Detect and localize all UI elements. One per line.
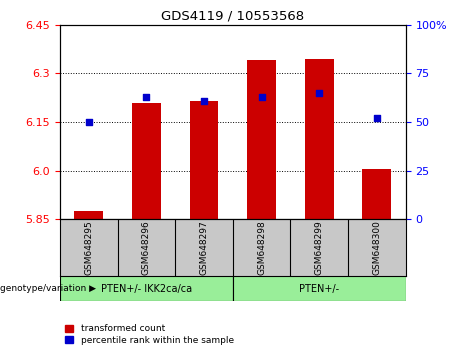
Text: genotype/variation ▶: genotype/variation ▶ <box>0 284 96 293</box>
Text: GSM648300: GSM648300 <box>372 220 381 275</box>
Bar <box>132 103 161 219</box>
Point <box>142 94 150 100</box>
Legend: transformed count, percentile rank within the sample: transformed count, percentile rank withi… <box>65 324 235 346</box>
Point <box>85 119 92 125</box>
Point <box>373 115 381 121</box>
Text: PTEN+/- IKK2ca/ca: PTEN+/- IKK2ca/ca <box>101 284 192 293</box>
Point <box>258 94 266 100</box>
Bar <box>74 211 103 219</box>
Bar <box>247 61 276 219</box>
Bar <box>189 101 219 219</box>
Text: GSM648295: GSM648295 <box>84 221 93 275</box>
Bar <box>362 169 391 219</box>
Text: GSM648299: GSM648299 <box>315 221 324 275</box>
Bar <box>60 276 233 301</box>
Bar <box>305 59 334 219</box>
Bar <box>233 276 406 301</box>
Text: GSM648296: GSM648296 <box>142 221 151 275</box>
Point <box>315 90 323 96</box>
Text: GSM648297: GSM648297 <box>200 221 208 275</box>
Title: GDS4119 / 10553568: GDS4119 / 10553568 <box>161 9 304 22</box>
Point <box>200 98 207 104</box>
Text: PTEN+/-: PTEN+/- <box>299 284 339 293</box>
Text: GSM648298: GSM648298 <box>257 221 266 275</box>
